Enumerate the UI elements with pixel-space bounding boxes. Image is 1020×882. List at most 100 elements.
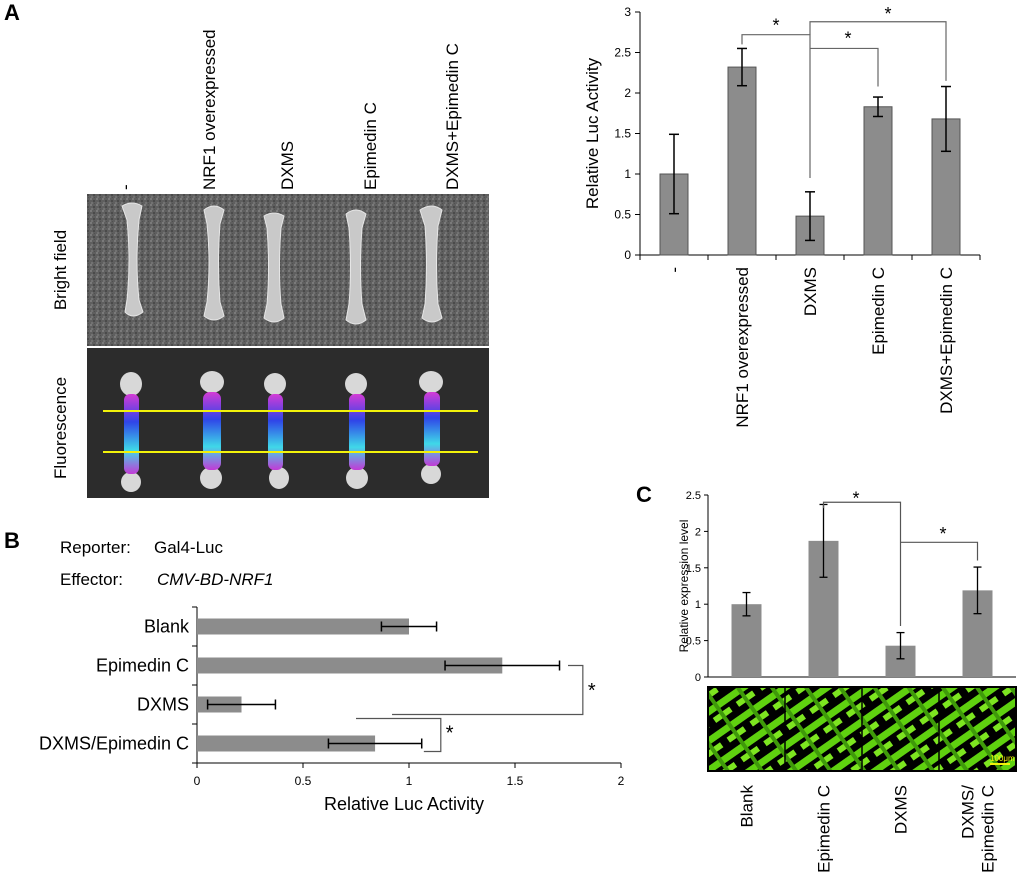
fluorescence-signal (349, 394, 365, 470)
significance-bracket (810, 47, 879, 87)
scale-bar-label: 100μm (990, 754, 1015, 763)
row-label-fluorescence: Fluorescence (51, 377, 70, 479)
micrograph-strip: 100μm (707, 686, 1017, 772)
x-tick-label: DXMS (801, 267, 820, 316)
x-tick-label: NRF1 overexpressed (733, 267, 752, 428)
bright-field-image (87, 194, 489, 346)
bone-head (346, 467, 368, 489)
bone-head (200, 371, 224, 393)
y-axis-label: Relative expression level (677, 520, 691, 653)
x-tick-label-line: Epimedin C (815, 785, 834, 873)
significance-marker: * (939, 524, 946, 544)
significance-marker: * (446, 723, 454, 745)
x-tick-label-line: DXMS (892, 785, 911, 834)
y-tick-label: 0.5 (614, 208, 631, 222)
x-tick-label-line: Epimedin C (979, 785, 998, 873)
bone-shape (419, 205, 443, 323)
y-tick-label: 0.5 (686, 636, 701, 648)
bone-head (264, 373, 286, 395)
significance-marker: * (588, 680, 596, 702)
x-tick-label: 0.5 (295, 774, 312, 788)
lane-label: NRF1 overexpressed (200, 29, 219, 190)
x-tick-label: Blank (738, 785, 757, 828)
reporter-key: Reporter: (60, 538, 131, 557)
x-tick-label: 1 (406, 774, 413, 788)
significance-bracket (356, 717, 442, 753)
y-axis-label: Relative Luc Activity (583, 57, 602, 209)
significance-bracket (809, 21, 947, 81)
bone-shape (345, 209, 367, 325)
x-tick-label: DXMS/Epimedin C (959, 785, 998, 873)
significance-bracket (741, 34, 811, 179)
x-tick-label: Epimedin C (815, 785, 834, 873)
x-tick-label: 0 (194, 774, 201, 788)
y-tick-label: 0 (695, 672, 701, 684)
lane-label: Epimedin C (361, 102, 380, 190)
fluorescence-signal (124, 394, 139, 474)
fluorescence-image (87, 348, 489, 498)
fluorescence-signal (424, 392, 440, 466)
lane-label: DXMS (278, 141, 297, 190)
panel-c-label: C (636, 482, 652, 507)
bar (197, 657, 503, 674)
significance-marker: * (844, 28, 851, 48)
y-tick-label: 1.5 (614, 127, 631, 141)
panel-b-label: B (4, 528, 20, 553)
x-tick-label: 1.5 (507, 774, 524, 788)
bone-head (200, 467, 222, 489)
panel-a-lane-labels: - NRF1 overexpressed DXMS Epimedin C DXM… (116, 29, 462, 190)
y-tick-label: 1 (624, 167, 631, 181)
significance-bracket (822, 501, 902, 627)
y-tick-label: Epimedin C (96, 656, 189, 676)
significance-marker: * (852, 488, 859, 508)
x-tick-label: DXMS (892, 785, 911, 834)
x-tick-label: 2 (618, 774, 625, 788)
bone-head (419, 371, 443, 393)
x-tick-label-line: Blank (738, 785, 757, 828)
y-tick-label: 3 (624, 5, 631, 19)
y-tick-label: 1.5 (686, 563, 701, 575)
bar (727, 66, 757, 256)
y-tick-label: 1 (695, 599, 701, 611)
bone-head (121, 472, 141, 492)
y-tick-label: DXMS (137, 695, 189, 715)
effector-key: Effector: (60, 570, 123, 589)
y-tick-label: Blank (144, 617, 190, 637)
bone-head (120, 372, 142, 396)
fluorescence-signal (203, 392, 221, 470)
x-tick-label: - (665, 267, 684, 273)
y-tick-label: DXMS/Epimedin C (39, 734, 189, 754)
y-tick-label: 2.5 (686, 490, 701, 502)
x-axis-label: Relative Luc Activity (324, 794, 484, 814)
panel-b-chart: 0 0.5 1 1.5 2 Blank Epimedin C DXMS DXMS/Epimedi… (39, 606, 625, 814)
effector-value: CMV-BD-NRF1 (157, 570, 273, 589)
bar (863, 106, 893, 256)
bone-shape (263, 212, 285, 323)
scale-bar (990, 763, 1010, 765)
x-tick-label: DXMS+Epimedin C (937, 267, 956, 414)
row-label-bright-field: Bright field (51, 230, 70, 310)
y-tick-label: 2.5 (614, 46, 631, 60)
lane-label: - (116, 184, 135, 190)
bar (197, 618, 409, 635)
bone-head (269, 467, 289, 489)
bone-head (421, 464, 441, 484)
bone-shape (203, 205, 225, 321)
fluorescence-signal (268, 394, 283, 470)
significance-bracket (392, 664, 584, 716)
y-tick-label: 0 (624, 248, 631, 262)
reporter-value: Gal4-Luc (154, 538, 223, 557)
panel-a-label: A (4, 0, 20, 25)
bar (197, 735, 376, 752)
y-tick-label: 2 (695, 526, 701, 538)
significance-marker: * (884, 4, 891, 24)
panel-a-chart: 0 0.5 1 1.5 2 2.5 3 - NRF1 overexpressed DXMS Epim… (583, 4, 981, 428)
x-tick-label: Epimedin C (869, 267, 888, 355)
significance-bracket (900, 541, 979, 561)
x-tick-label-line: DXMS/ (959, 785, 978, 839)
panel-c-chart: 0 0.5 1 1.5 2 2.5 Blank Epimedin C DXMS DXMS/Epim… (677, 488, 1016, 873)
bone-shape (121, 202, 144, 317)
lane-label: DXMS+Epimedin C (443, 43, 462, 190)
bone-head (345, 373, 367, 395)
